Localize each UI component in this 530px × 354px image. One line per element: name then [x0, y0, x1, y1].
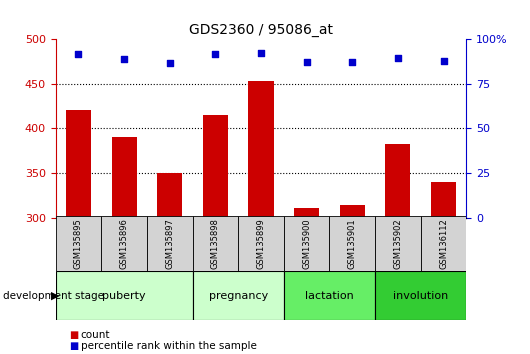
Text: GSM135898: GSM135898 — [211, 218, 220, 269]
Point — [303, 59, 311, 65]
Text: GSM135900: GSM135900 — [302, 218, 311, 269]
Bar — [111, 137, 137, 218]
Bar — [147, 216, 192, 271]
Text: development stage: development stage — [3, 291, 104, 301]
Bar — [192, 216, 238, 271]
Point — [348, 59, 357, 65]
Point — [120, 56, 128, 62]
Bar — [284, 216, 330, 271]
Bar — [284, 271, 375, 320]
Text: percentile rank within the sample: percentile rank within the sample — [81, 341, 257, 351]
Text: GSM136112: GSM136112 — [439, 218, 448, 269]
Text: GSM135901: GSM135901 — [348, 218, 357, 269]
Text: ▶: ▶ — [51, 291, 60, 301]
Bar — [431, 182, 456, 218]
Bar — [192, 271, 284, 320]
Text: GSM135897: GSM135897 — [165, 218, 174, 269]
Bar — [238, 216, 284, 271]
Point — [211, 51, 219, 57]
Title: GDS2360 / 95086_at: GDS2360 / 95086_at — [189, 23, 333, 36]
Bar — [421, 216, 466, 271]
Text: GSM135896: GSM135896 — [120, 218, 129, 269]
Text: GSM135895: GSM135895 — [74, 218, 83, 269]
Bar — [385, 143, 411, 218]
Bar — [157, 173, 182, 218]
Bar — [56, 271, 192, 320]
Point — [74, 51, 83, 57]
Text: puberty: puberty — [102, 291, 146, 301]
Bar — [330, 216, 375, 271]
Bar — [66, 110, 91, 218]
Text: ■: ■ — [69, 330, 78, 339]
Bar — [249, 81, 273, 218]
Bar — [340, 205, 365, 218]
Bar — [101, 216, 147, 271]
Text: ■: ■ — [69, 341, 78, 351]
Bar — [294, 208, 319, 218]
Bar — [56, 216, 101, 271]
Text: GSM135899: GSM135899 — [257, 218, 266, 269]
Bar — [375, 216, 421, 271]
Point — [257, 50, 265, 56]
Text: involution: involution — [393, 291, 448, 301]
Point — [439, 58, 448, 64]
Point — [165, 60, 174, 66]
Bar — [203, 115, 228, 218]
Text: lactation: lactation — [305, 291, 354, 301]
Bar — [375, 271, 466, 320]
Text: GSM135902: GSM135902 — [393, 218, 402, 269]
Text: pregnancy: pregnancy — [209, 291, 268, 301]
Point — [394, 55, 402, 61]
Text: count: count — [81, 330, 110, 339]
